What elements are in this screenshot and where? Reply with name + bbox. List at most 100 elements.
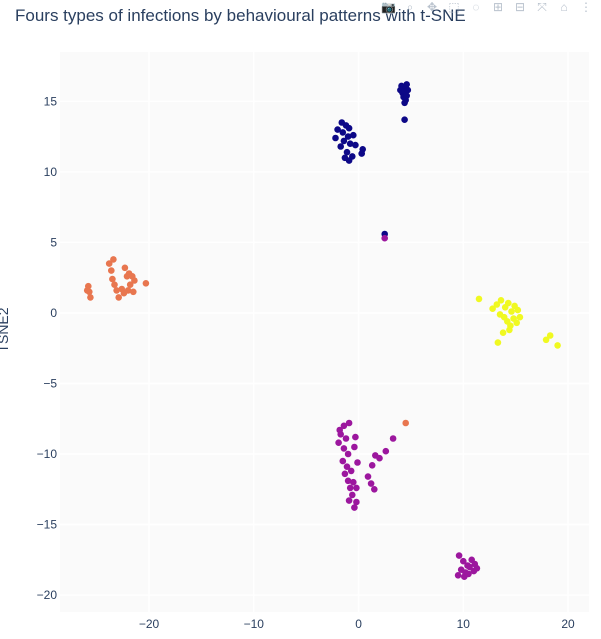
- data-point[interactable]: [496, 311, 504, 318]
- data-point[interactable]: [353, 484, 360, 492]
- data-point[interactable]: [349, 491, 356, 499]
- data-point[interactable]: [455, 552, 463, 559]
- data-point[interactable]: [354, 459, 361, 466]
- data-point[interactable]: [344, 133, 352, 140]
- data-point[interactable]: [350, 131, 357, 139]
- data-point[interactable]: [345, 124, 353, 132]
- data-point[interactable]: [364, 473, 372, 480]
- data-point[interactable]: [506, 326, 513, 334]
- data-point[interactable]: [401, 99, 408, 107]
- data-point[interactable]: [343, 148, 351, 156]
- data-point[interactable]: [389, 435, 397, 442]
- data-point[interactable]: [340, 422, 348, 430]
- data-point[interactable]: [473, 565, 481, 572]
- data-point[interactable]: [341, 154, 349, 162]
- data-point[interactable]: [110, 256, 117, 263]
- data-point[interactable]: [497, 297, 505, 304]
- data-point[interactable]: [342, 435, 350, 442]
- data-point[interactable]: [344, 450, 352, 458]
- data-point[interactable]: [344, 477, 352, 485]
- data-point[interactable]: [340, 445, 348, 452]
- data-point[interactable]: [489, 305, 496, 313]
- data-point[interactable]: [546, 332, 554, 339]
- data-point[interactable]: [494, 339, 502, 346]
- data-point[interactable]: [339, 129, 347, 136]
- data-point[interactable]: [109, 275, 116, 283]
- data-point[interactable]: [345, 497, 353, 504]
- data-point[interactable]: [142, 280, 150, 287]
- data-point[interactable]: [124, 287, 132, 294]
- data-point[interactable]: [334, 126, 341, 133]
- data-point[interactable]: [402, 419, 410, 427]
- data-point[interactable]: [404, 86, 412, 94]
- data-point[interactable]: [343, 463, 351, 471]
- data-point[interactable]: [350, 478, 357, 486]
- y-tick-label: 10: [44, 165, 58, 179]
- camera-icon[interactable]: 📷: [381, 0, 396, 14]
- x-tick-label: 10: [457, 617, 471, 631]
- data-point[interactable]: [337, 143, 345, 150]
- data-point[interactable]: [87, 294, 94, 301]
- data-point[interactable]: [130, 288, 137, 296]
- data-point[interactable]: [105, 260, 113, 267]
- zoom-out-icon[interactable]: ⊟: [514, 0, 526, 14]
- data-point[interactable]: [126, 281, 134, 289]
- data-point[interactable]: [505, 299, 512, 307]
- data-point[interactable]: [352, 141, 359, 149]
- data-point[interactable]: [516, 313, 524, 321]
- data-point[interactable]: [499, 329, 507, 337]
- zoom-in-icon[interactable]: ⊞: [492, 0, 504, 14]
- data-point[interactable]: [339, 457, 347, 465]
- data-point[interactable]: [108, 267, 115, 274]
- data-point[interactable]: [83, 287, 91, 294]
- autoscale-icon[interactable]: ⤧: [537, 0, 547, 14]
- data-point[interactable]: [475, 295, 483, 303]
- spike-lines-icon[interactable]: ⋮: [580, 0, 592, 14]
- data-point[interactable]: [382, 447, 390, 455]
- data-point[interactable]: [111, 281, 118, 289]
- data-point[interactable]: [337, 431, 345, 438]
- y-tick-label: 5: [50, 235, 57, 249]
- data-point[interactable]: [335, 439, 342, 447]
- data-point[interactable]: [403, 81, 411, 88]
- data-point[interactable]: [513, 319, 520, 327]
- data-point[interactable]: [351, 504, 358, 511]
- lasso-icon[interactable]: ◌: [472, 0, 480, 14]
- data-point[interactable]: [129, 273, 136, 280]
- reset-axes-icon[interactable]: ⌂: [560, 0, 568, 14]
- data-point[interactable]: [403, 92, 411, 99]
- data-point[interactable]: [367, 480, 375, 487]
- data-point[interactable]: [346, 140, 354, 147]
- data-point[interactable]: [542, 336, 550, 344]
- data-point[interactable]: [371, 486, 378, 493]
- data-point[interactable]: [353, 498, 360, 506]
- data-point[interactable]: [345, 419, 353, 427]
- data-point[interactable]: [554, 342, 561, 349]
- data-point[interactable]: [454, 572, 462, 579]
- data-point[interactable]: [347, 467, 355, 475]
- data-point[interactable]: [346, 484, 354, 492]
- data-point[interactable]: [381, 234, 389, 242]
- data-point[interactable]: [115, 294, 122, 301]
- pan-icon[interactable]: ✥: [426, 0, 438, 14]
- box-select-icon[interactable]: ⬚: [448, 0, 460, 14]
- data-point[interactable]: [376, 454, 383, 462]
- data-point[interactable]: [121, 264, 129, 272]
- data-point[interactable]: [514, 306, 522, 314]
- data-point[interactable]: [341, 470, 349, 478]
- data-point[interactable]: [493, 301, 501, 308]
- data-point[interactable]: [352, 433, 359, 441]
- data-point[interactable]: [401, 116, 408, 123]
- data-point[interactable]: [368, 462, 376, 469]
- data-point[interactable]: [332, 134, 339, 142]
- data-point[interactable]: [351, 443, 358, 451]
- data-point[interactable]: [465, 570, 472, 578]
- zoom-icon[interactable]: ⌕: [406, 0, 414, 14]
- data-point[interactable]: [123, 273, 131, 280]
- data-point[interactable]: [340, 137, 348, 145]
- data-point[interactable]: [508, 308, 515, 315]
- data-point[interactable]: [113, 287, 120, 294]
- data-point[interactable]: [466, 563, 473, 571]
- data-point[interactable]: [460, 557, 467, 565]
- data-point[interactable]: [359, 146, 367, 153]
